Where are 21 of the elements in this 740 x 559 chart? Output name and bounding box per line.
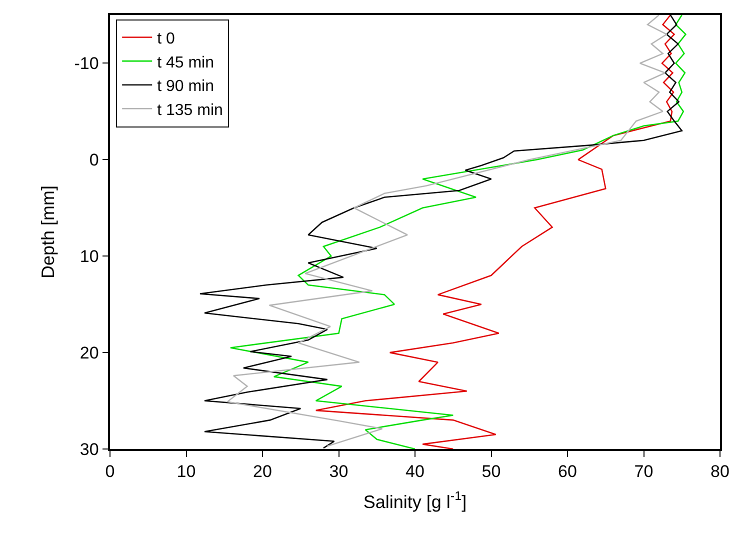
line-series: [315, 15, 675, 449]
x-axis-title: Salinity [g l$^{-1}$]: [363, 489, 467, 512]
legend-label: t 45 min: [157, 54, 214, 72]
x-tick-label: 80: [710, 462, 730, 482]
x-tick-label: 30: [329, 462, 348, 482]
y-axis-title: Depth [mm]: [38, 185, 58, 279]
x-tick-label: 0: [105, 462, 115, 482]
x-tick-label: 20: [253, 462, 272, 482]
legend-label: t 0: [157, 30, 175, 48]
x-tick-label: 70: [634, 462, 654, 482]
legend-label: t 90 min: [157, 78, 214, 96]
y-tick-label: 30: [80, 440, 99, 459]
x-tick-label: 50: [482, 462, 501, 482]
y-tick-label: -10: [74, 54, 99, 74]
y-tick-label: 0: [89, 150, 99, 170]
y-tick-label: 20: [80, 344, 99, 363]
x-tick-label: 60: [558, 462, 577, 482]
x-tick-label: 10: [176, 462, 196, 482]
x-tick-label: 40: [406, 462, 424, 482]
y-tick-label: 10: [80, 247, 99, 266]
legend-label: t 135 min: [157, 102, 223, 119]
